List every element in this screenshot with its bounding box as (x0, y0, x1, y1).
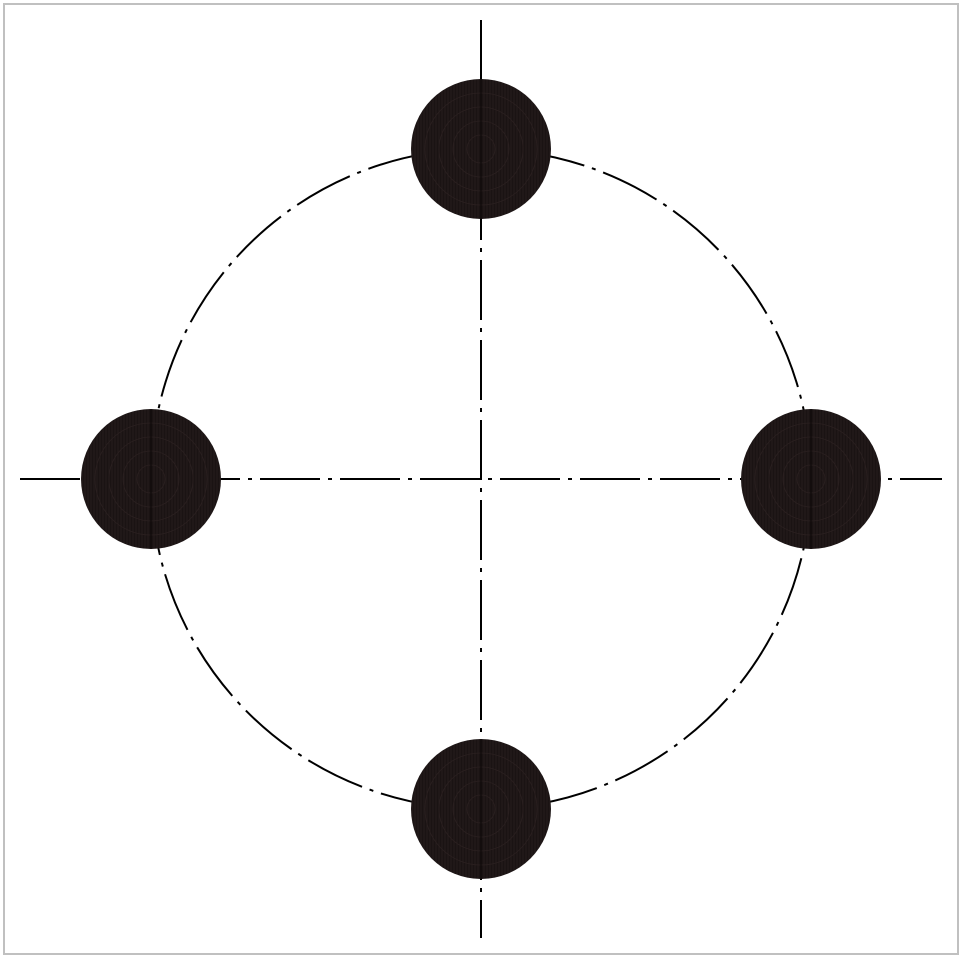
node-bottom (411, 739, 551, 879)
technical-diagram (0, 0, 962, 958)
node-right (741, 409, 881, 549)
node-top (411, 79, 551, 219)
node-left (81, 409, 221, 549)
